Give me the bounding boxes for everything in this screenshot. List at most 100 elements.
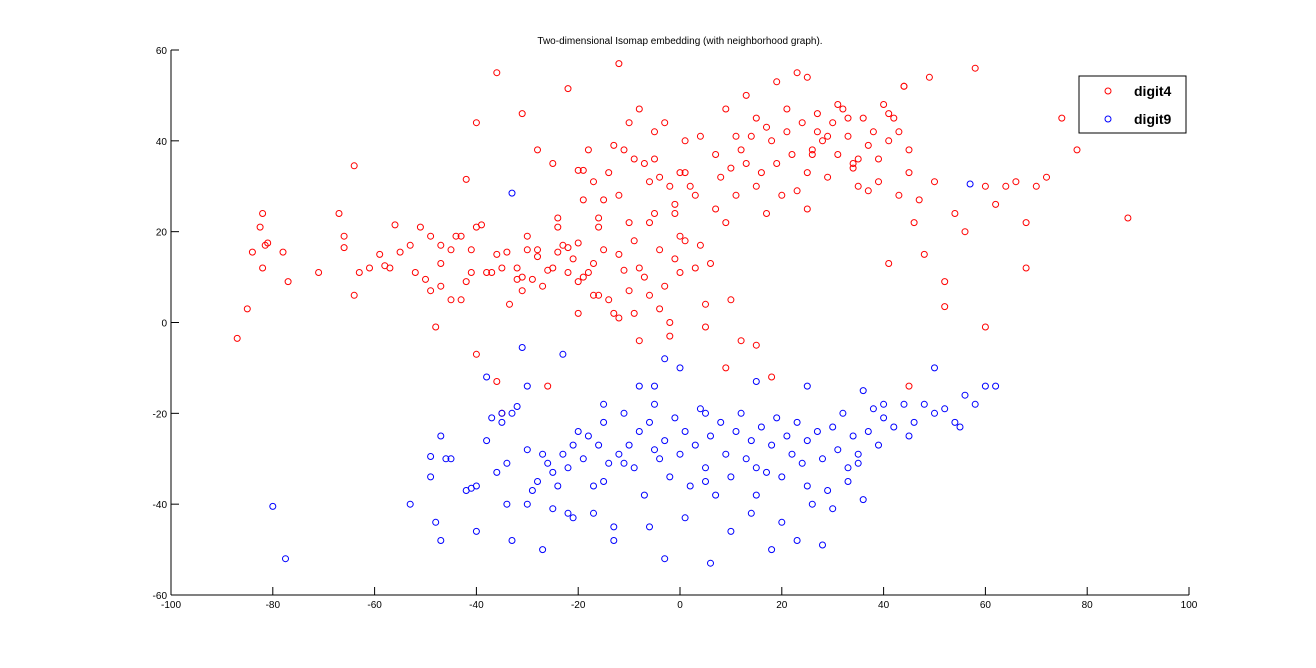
data-point-digit9-66 [722,450,730,458]
data-point-digit9-58 [681,428,689,435]
data-point-digit4-32 [437,282,445,290]
data-point-digit9-29 [539,450,547,458]
data-point-digit9-7 [437,432,445,440]
data-point-digit4-140 [925,73,933,81]
data-point-digit9-47 [625,441,633,449]
data-point-digit9-89 [839,409,847,417]
data-point-digit9-107 [981,382,989,390]
data-point-digit9-113 [508,189,516,197]
data-point-digit4-37 [462,175,470,183]
data-point-digit4-163 [625,119,633,127]
data-point-digit4-108 [763,210,770,217]
data-point-digit9-81 [798,459,806,467]
data-point-digit4-169 [712,151,720,158]
data-point-digit4-165 [651,128,658,136]
data-point-digit4-5 [259,264,267,272]
data-point-digit4-137 [910,219,918,227]
data-point-digit9-109 [523,382,531,390]
data-point-digit9-74 [763,468,770,476]
data-point-digit9-131 [651,382,658,390]
data-point-digit4-173 [752,114,760,122]
data-point-digit4-220 [651,155,658,163]
data-point-digit4-79 [625,287,633,295]
data-point-digit4-125 [849,160,857,167]
data-point-digit4-145 [971,64,979,72]
data-point-digit4-182 [844,114,852,122]
data-point-digit4-119 [819,137,826,145]
data-point-digit4-123 [839,105,847,113]
data-point-digit4-111 [778,191,786,199]
data-point-digit9-63 [707,432,714,440]
data-point-digit9-145 [803,482,811,490]
data-point-digit4-25 [416,223,424,231]
data-point-digit9-101 [920,400,928,408]
data-point-digit4-234 [671,210,679,217]
data-point-digit4-132 [885,137,893,145]
data-point-digit4-54 [534,246,541,254]
data-point-digit9-49 [635,428,643,435]
data-point-digit4-57 [549,264,557,272]
data-point-digit4-4 [259,210,267,217]
data-point-digit4-131 [880,101,888,108]
data-point-digit9-91 [849,432,857,440]
data-point-digit4-198 [574,309,582,317]
data-point-digit9-56 [671,414,679,422]
data-point-digit4-50 [518,287,526,295]
data-point-digit4-159 [534,146,541,154]
data-point-digit9-12 [472,527,480,535]
data-point-digit4-20 [386,264,394,272]
data-point-digit9-59 [686,482,694,490]
data-point-digit9-8 [442,455,450,463]
data-point-digit9-35 [564,509,572,517]
data-point-digit4-95 [696,241,704,249]
data-point-digit9-26 [528,487,536,494]
data-point-digit9-112 [559,350,567,358]
data-point-digit4-128 [864,141,872,149]
data-point-digit4-180 [824,132,832,140]
legend-label-digit9: digit9 [1134,111,1172,127]
data-point-digit4-89 [671,200,679,208]
data-point-digit9-133 [676,364,684,372]
data-point-digit4-211 [1022,264,1030,272]
data-point-digit9-142 [956,423,964,431]
data-point-digit4-203 [462,278,470,286]
data-point-digit9-111 [483,437,491,445]
data-point-digit4-149 [1012,178,1020,186]
data-point-digit9-25 [523,500,531,508]
data-point-digit4-68 [584,269,592,276]
data-point-digit4-157 [564,85,572,93]
data-point-digit4-202 [467,269,475,276]
data-point-digit9-28 [539,546,547,554]
data-point-digit9-88 [834,446,842,454]
x-tick-label: -60 [367,600,382,611]
data-point-digit9-44 [610,523,618,531]
data-point-digit4-118 [813,110,821,118]
data-point-digit4-102 [732,191,740,199]
data-point-digit4-172 [742,91,750,99]
data-point-digit9-126 [793,537,801,544]
data-point-digit4-127 [859,114,867,122]
data-point-digit4-31 [437,260,445,267]
data-point-digit4-151 [1032,182,1040,190]
legend: digit4 digit9 [1078,75,1187,134]
data-point-digit9-31 [549,468,557,476]
data-point-digit4-77 [615,250,623,258]
data-point-digit4-152 [1043,173,1050,181]
legend-marker-digit4 [1104,87,1112,95]
data-point-digit9-130 [859,496,867,504]
data-point-digit4-199 [544,382,552,390]
data-point-digit4-97 [707,260,714,267]
data-point-digit4-195 [615,314,623,322]
data-point-digit9-117 [620,459,628,467]
data-point-digit4-167 [681,137,689,145]
data-point-digit9-51 [646,418,653,426]
data-point-digit4-222 [630,155,638,163]
data-point-digit9-22 [513,403,521,410]
data-point-digit9-45 [615,450,623,458]
data-point-digit4-146 [981,182,989,190]
data-point-digit4-74 [605,169,613,177]
x-tick-label: 60 [980,600,992,611]
data-point-digit4-109 [768,137,776,145]
data-point-digit4-49 [518,273,526,281]
data-point-digit4-66 [579,166,587,174]
